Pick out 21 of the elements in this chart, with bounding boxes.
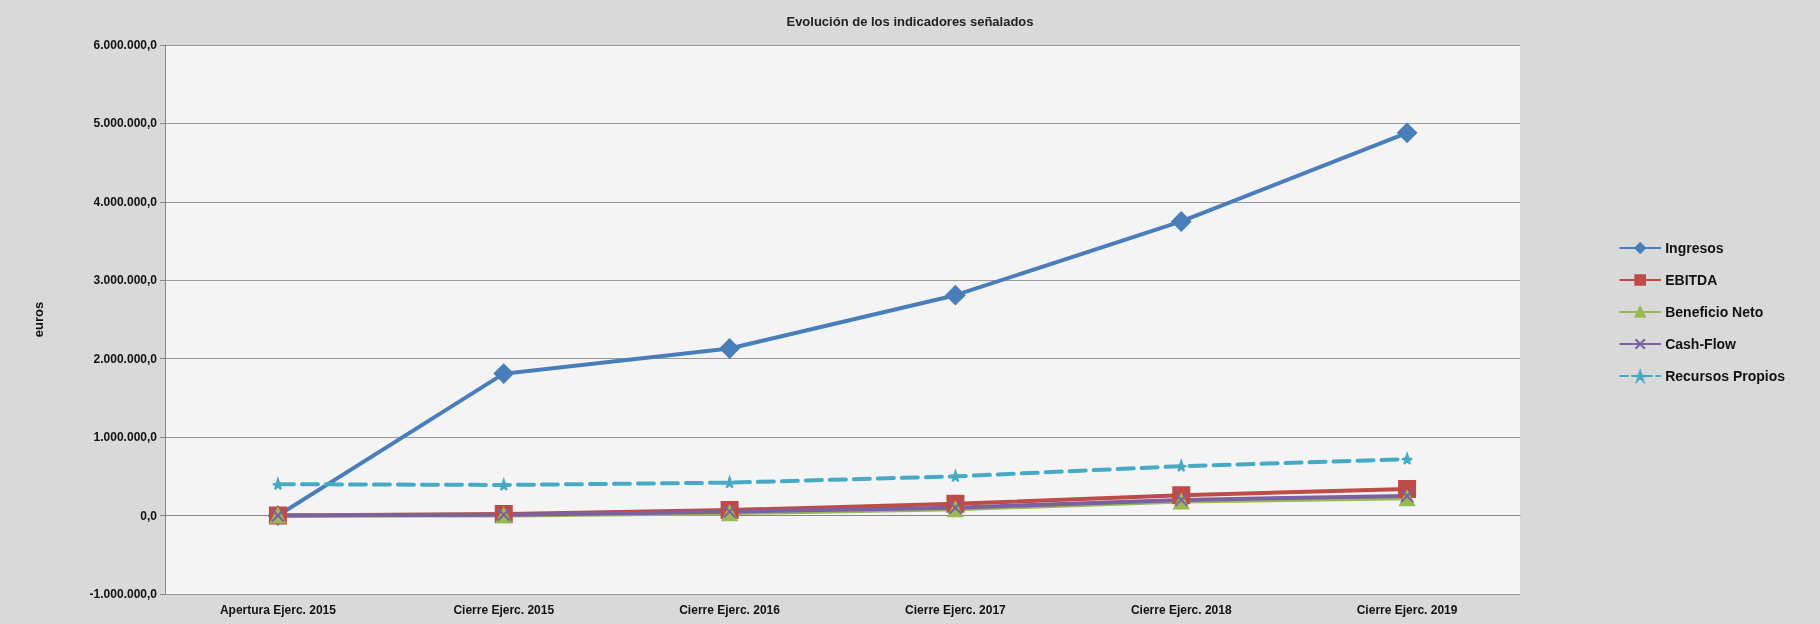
x-tick-label: Cierre Ejerc. 2016 <box>679 603 781 617</box>
y-tick-label: 5.000.000,0 <box>93 116 158 131</box>
y-tick-label: 4.000.000,0 <box>93 194 158 209</box>
legend-label: Beneficio Neto <box>1665 304 1764 320</box>
x-tick-label: Cierre Ejerc. 2017 <box>905 603 1007 617</box>
chart-title: Evolución de los indicadores señalados <box>786 14 1034 29</box>
y-tick-label: -1.000.000,0 <box>89 587 158 601</box>
y-tick-label: 0,0 <box>140 508 158 523</box>
x-tick-label: Cierre Ejerc. 2015 <box>453 603 555 617</box>
legend-label: EBITDA <box>1665 272 1718 288</box>
y-axis-title: euros <box>31 301 46 338</box>
y-tick-label: 2.000.000,0 <box>93 351 158 366</box>
y-tick-label: 3.000.000,0 <box>93 273 158 288</box>
legend-label: Ingresos <box>1665 240 1724 256</box>
legend-label: Cash-Flow <box>1665 336 1737 352</box>
y-tick-label: 6.000.000,0 <box>93 38 158 52</box>
x-tick-label: Apertura Ejerc. 2015 <box>219 603 337 617</box>
legend-label: Recursos Propios <box>1665 368 1786 384</box>
x-tick-label: Cierre Ejerc. 2018 <box>1130 603 1232 617</box>
y-tick-label: 1.000.000,0 <box>93 430 158 445</box>
x-tick-label: Cierre Ejerc. 2019 <box>1356 603 1458 617</box>
